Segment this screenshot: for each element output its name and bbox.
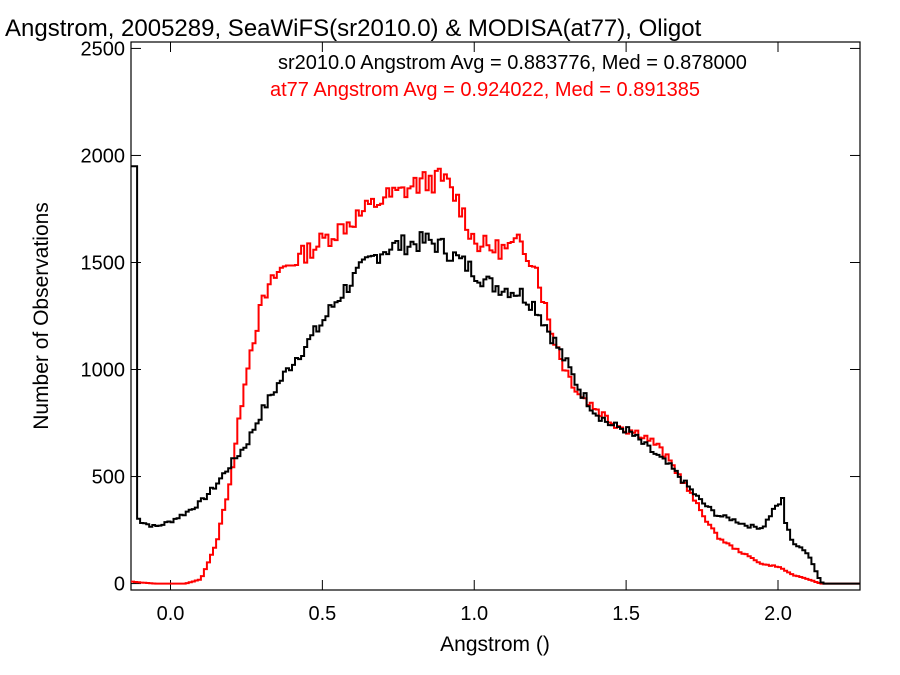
series-sr2010-line <box>131 165 860 585</box>
y-tick-label: 2500 <box>81 38 126 60</box>
x-tick-label: 0.0 <box>157 603 185 625</box>
series-at77-line <box>131 167 860 585</box>
data-series <box>131 165 860 585</box>
y-tick-label: 500 <box>92 467 125 489</box>
annotation-sr2010: sr2010.0 Angstrom Avg = 0.883776, Med = … <box>278 52 747 74</box>
y-tick-label: 1000 <box>81 360 126 382</box>
x-tick-label: 1.0 <box>460 603 488 625</box>
y-axis-label: Number of Observations <box>30 202 53 430</box>
y-tick-label: 1500 <box>81 252 126 274</box>
y-tick-label: 2000 <box>81 145 126 167</box>
axis-ticks: 0.0 0.5 1.0 1.5 2.0 0 500 1000 1500 2000 2500 <box>81 38 860 625</box>
x-axis-label: Angstrom () <box>440 633 550 656</box>
x-tick-label: 1.5 <box>612 603 640 625</box>
plot-frame <box>130 41 861 591</box>
plot-area <box>130 41 861 591</box>
chart-title: Angstrom, 2005289, SeaWiFS(sr2010.0) & M… <box>5 15 702 42</box>
y-tick-label: 0 <box>114 574 125 596</box>
x-tick-label: 2.0 <box>764 603 792 625</box>
x-tick-label: 0.5 <box>308 603 336 625</box>
annotation-at77: at77 Angstrom Avg = 0.924022, Med = 0.89… <box>270 79 700 101</box>
